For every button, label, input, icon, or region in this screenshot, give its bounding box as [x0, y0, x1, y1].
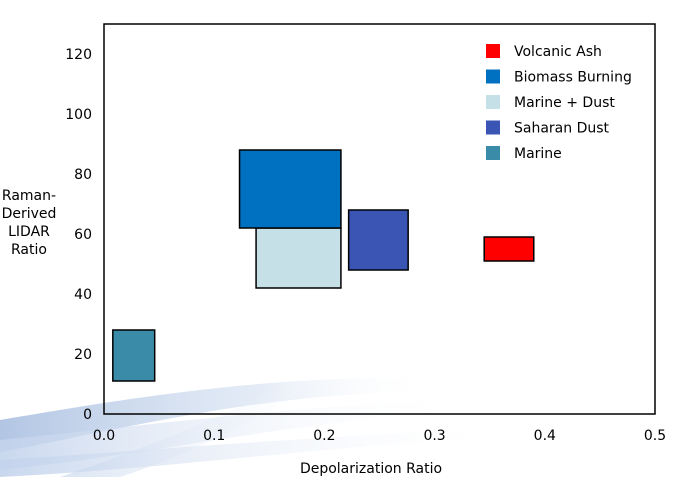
plot-area-frame	[103, 23, 656, 415]
y-axis-title-line: LIDAR	[8, 224, 50, 240]
legend-label: Volcanic Ash	[514, 44, 602, 60]
y-tick-label: 40	[74, 287, 92, 303]
legend-label: Saharan Dust	[514, 121, 610, 137]
y-axis-title-line: Derived	[2, 206, 57, 222]
data-box-marine	[112, 329, 156, 382]
data-box-biomass-burning	[238, 149, 342, 229]
legend-swatch	[486, 44, 500, 58]
x-tick-label: 0.3	[423, 428, 445, 444]
legend: Volcanic Ash Biomass Burning Marine + Dust…	[486, 44, 632, 162]
legend-swatch	[486, 95, 500, 109]
legend-swatch	[486, 69, 500, 84]
x-tick-label: 0.0	[93, 428, 115, 444]
legend-swatch	[486, 146, 500, 160]
y-tick-label: 20	[74, 347, 92, 363]
data-box-volcanic-ash	[483, 236, 535, 262]
legend-label: Marine	[514, 146, 562, 162]
x-tick-label: 0.4	[534, 428, 556, 444]
data-box-saharan-dust	[347, 209, 409, 271]
legend-label: Marine + Dust	[514, 95, 615, 111]
y-tick-label: 100	[65, 107, 92, 123]
x-axis-title: Depolarization Ratio	[300, 461, 442, 477]
y-tick-label: 0	[83, 407, 92, 423]
x-tick-label: 0.2	[313, 428, 335, 444]
legend-label: Biomass Burning	[514, 70, 632, 86]
x-tick-label: 0.5	[644, 428, 666, 444]
y-axis-title-line: Ratio	[11, 242, 47, 258]
y-axis-title: Raman- Derived LIDAR Ratio	[2, 188, 57, 258]
y-tick-label: 60	[74, 227, 92, 243]
data-box-marine-dust	[255, 227, 342, 289]
legend-swatch	[486, 120, 500, 135]
y-tick-label: 80	[74, 167, 92, 183]
x-tick-label: 0.1	[203, 428, 225, 444]
y-tick-label: 120	[65, 47, 92, 63]
y-axis-title-line: Raman-	[2, 188, 56, 204]
